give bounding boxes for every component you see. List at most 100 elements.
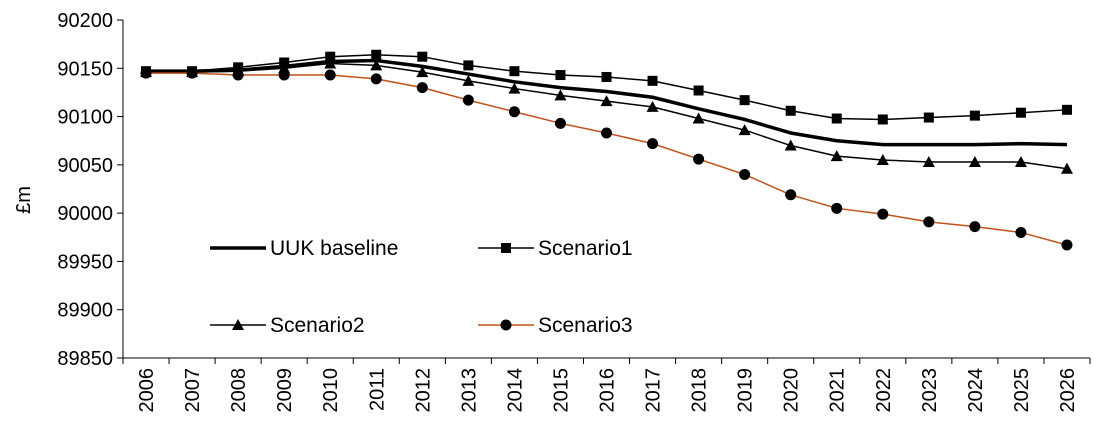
data-point [830, 150, 843, 162]
data-point [784, 139, 797, 151]
x-tick-label: 2016 [597, 368, 619, 413]
data-point [416, 66, 429, 78]
series-scenario3 [140, 67, 1073, 251]
data-point [1060, 162, 1073, 174]
data-point [370, 73, 382, 85]
y-tick-label: 90000 [57, 203, 113, 225]
series-scenario1 [141, 49, 1072, 125]
data-point [738, 124, 751, 136]
legend-label: Scenario2 [270, 314, 365, 337]
data-point [601, 127, 612, 139]
x-tick-label: 2014 [504, 368, 526, 413]
data-point [876, 154, 889, 166]
y-axis-title: £m [13, 186, 35, 214]
y-tick-label: 89900 [57, 300, 113, 322]
data-point [508, 106, 520, 118]
x-tick-label: 2009 [274, 368, 296, 413]
x-tick-label: 2019 [735, 368, 757, 413]
data-point [186, 67, 198, 79]
data-point [555, 70, 566, 81]
data-point [1061, 239, 1073, 251]
x-tick-label: 2006 [136, 368, 158, 413]
data-point [923, 216, 935, 228]
x-tick-label: 2021 [827, 368, 849, 413]
data-point [922, 155, 935, 167]
data-point [232, 69, 244, 81]
data-point [969, 221, 981, 233]
data-point [693, 85, 704, 96]
data-point [554, 117, 566, 129]
data-point [831, 113, 842, 124]
x-tick-label: 2025 [1011, 368, 1033, 413]
x-tick-label: 2020 [781, 368, 803, 413]
y-tick-label: 89850 [57, 348, 113, 370]
data-point [1015, 107, 1026, 118]
data-point [877, 114, 888, 125]
data-point [601, 71, 612, 82]
data-point [968, 155, 981, 167]
legend-label: Scenario3 [538, 314, 633, 337]
y-tick-label: 90100 [57, 107, 113, 129]
data-point [140, 67, 152, 79]
data-point [462, 94, 474, 106]
legend-item: Scenario3 [478, 314, 633, 337]
y-tick-label: 90150 [57, 58, 113, 80]
data-point [463, 60, 474, 71]
x-tick-label: 2023 [919, 368, 941, 413]
legend-item: UUK baseline [210, 237, 398, 260]
data-point [693, 153, 705, 165]
legend-item: Scenario1 [478, 237, 633, 260]
data-point [416, 82, 428, 94]
x-tick-label: 2007 [182, 368, 204, 413]
x-tick-label: 2015 [550, 368, 572, 413]
data-point [371, 49, 382, 60]
x-tick-label: 2010 [320, 368, 342, 413]
x-tick-label: 2008 [228, 368, 250, 413]
data-point [1061, 104, 1072, 115]
data-point [508, 82, 521, 94]
y-tick-label: 90050 [57, 155, 113, 177]
data-point [739, 169, 751, 181]
legend-label: UUK baseline [270, 237, 398, 260]
data-point [1015, 226, 1027, 238]
legend-label: Scenario1 [538, 237, 633, 260]
data-point [739, 95, 750, 106]
y-tick-label: 89950 [57, 251, 113, 273]
data-point [324, 57, 337, 69]
data-point [647, 138, 659, 150]
series-uuk-baseline [146, 58, 1068, 147]
legend-marker [500, 319, 512, 331]
x-tick-label: 2013 [458, 368, 480, 413]
data-point [554, 89, 567, 101]
x-tick-label: 2018 [689, 368, 711, 413]
data-point [647, 75, 658, 86]
data-point [462, 74, 475, 86]
data-point [600, 95, 613, 107]
x-tick-label: 2024 [965, 368, 987, 413]
series-layer [140, 49, 1073, 251]
axes: 89850 89900 89950 90000 90050 90100 90150 90200… [57, 10, 1091, 413]
legend-item: Scenario2 [210, 314, 365, 337]
data-point [325, 51, 336, 62]
data-point [877, 208, 889, 220]
data-point [370, 59, 383, 71]
series-line [146, 58, 1068, 147]
x-tick-label: 2011 [366, 368, 388, 411]
x-tick-label: 2012 [412, 368, 434, 413]
legend: UUK baseline Scenario1 Scenario2 Scenario3 [210, 237, 633, 337]
x-tick-label: 2026 [1057, 368, 1079, 413]
data-point [509, 66, 520, 77]
data-point [692, 112, 705, 124]
x-tick-label: 2017 [643, 368, 665, 413]
data-point [923, 112, 934, 123]
data-point [1014, 155, 1027, 167]
x-tick-label: 2022 [873, 368, 895, 413]
data-point [646, 100, 659, 112]
data-point [417, 51, 428, 62]
data-point [785, 189, 797, 201]
data-point [785, 105, 796, 116]
data-point [969, 110, 980, 121]
legend-marker [232, 319, 244, 330]
data-point [831, 202, 843, 214]
data-point [278, 69, 290, 81]
